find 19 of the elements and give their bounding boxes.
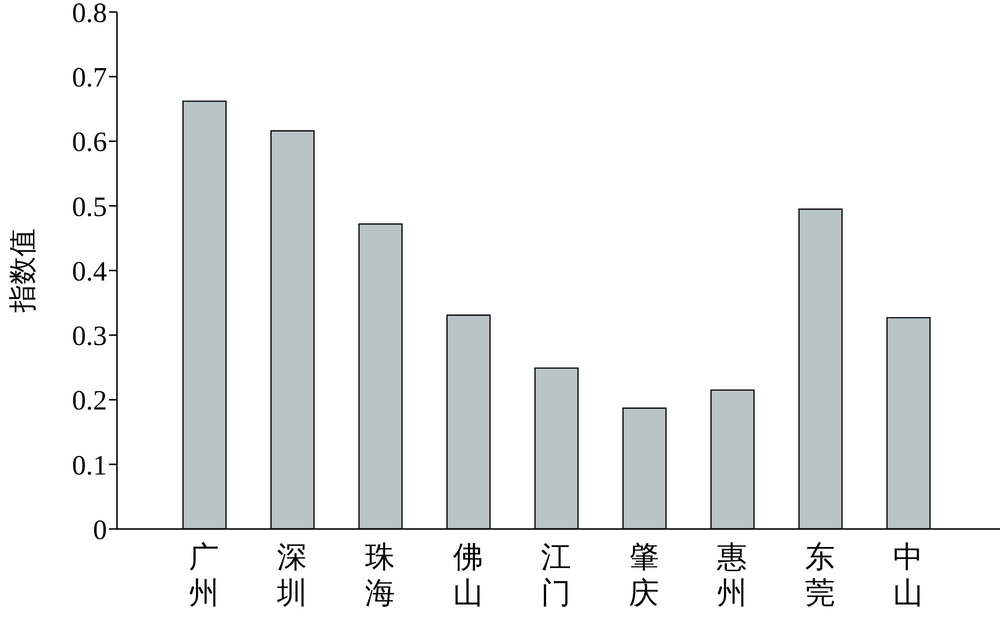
x-tick-label: 广州 [189,541,219,610]
y-tick-label: 0.3 [72,321,107,352]
x-tick-label: 东莞 [805,541,835,610]
x-tick-label: 佛山 [453,541,483,610]
x-tick-label: 江门 [541,541,571,610]
x-tick-label: 深圳 [276,541,307,610]
x-tick-label: 珠海 [365,541,395,610]
y-tick-label: 0.8 [72,0,107,29]
y-tick-label: 0.1 [72,450,107,482]
y-tick-label: 0.4 [72,256,107,288]
y-tick-label: 0.7 [72,62,107,94]
y-tick-label: 0.6 [72,127,107,158]
y-tick-label: 0.2 [72,386,107,417]
x-tick-label: 中山 [893,541,923,610]
x-tick-label: 肇庆 [629,541,659,610]
y-axis-title: 指数值 [8,228,39,314]
x-tick-label: 惠州 [716,541,747,610]
y-tick-label: 0 [93,514,107,546]
y-tick-label: 0.5 [72,192,107,223]
